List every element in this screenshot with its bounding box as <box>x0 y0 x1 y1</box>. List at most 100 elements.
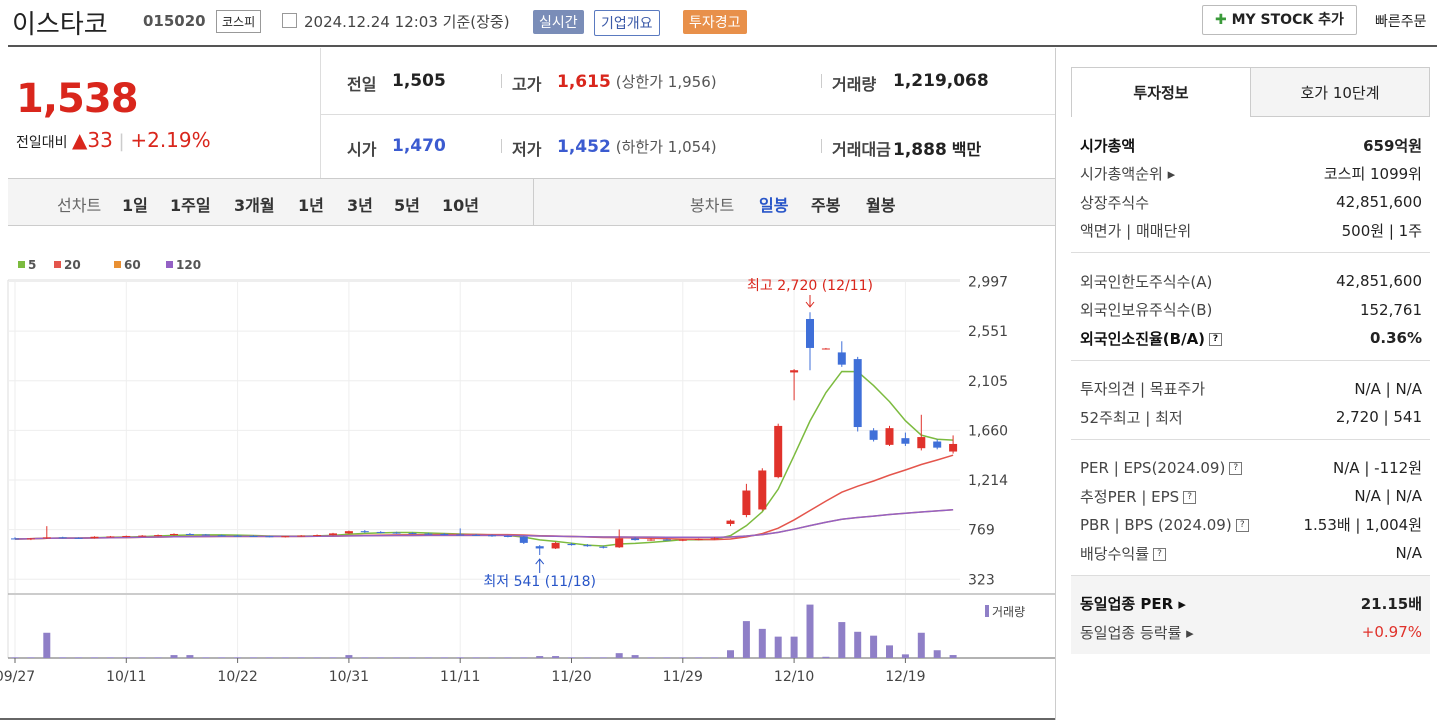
summary-value: 1,888 백만 <box>893 136 981 160</box>
period-tab[interactable]: 3년 <box>347 196 373 215</box>
candle-body <box>313 535 322 537</box>
label-text: 추정PER | EPS <box>1080 487 1180 506</box>
candle-body <box>472 534 481 536</box>
info-tab[interactable]: 투자정보 <box>1072 68 1250 117</box>
candle-body <box>806 318 814 348</box>
label-text: 시가총액 <box>1080 136 1136 155</box>
help-icon[interactable]: ? <box>1209 332 1223 346</box>
candle-body <box>821 348 830 350</box>
moving-average <box>14 454 954 541</box>
volume-bar <box>297 657 305 658</box>
candle-body <box>917 437 926 449</box>
realtime-button[interactable]: 실시간 <box>533 10 584 34</box>
period-tab[interactable]: 1일 <box>122 196 148 215</box>
info-value: 500원 | 1주 <box>1341 222 1422 241</box>
quick-order[interactable]: 빠른주문 <box>1375 14 1427 30</box>
tab-group-label: 봉차트 <box>690 196 735 215</box>
info-row: 외국인보유주식수(B) 152,761 <box>1080 296 1422 325</box>
candle-tab[interactable]: 일봉 <box>759 196 789 215</box>
label-text: 시가총액순위 ▸ <box>1080 165 1176 184</box>
candle-body <box>201 534 210 536</box>
info-value: 659억원 <box>1363 136 1422 155</box>
info-label: PER | EPS(2024.09)? <box>1080 458 1243 477</box>
x-tick-label: 10/22 <box>217 669 257 685</box>
info-value: 코스피 1099위 <box>1323 165 1422 184</box>
info-section: 동일업종 PER ▸ 21.15배 동일업종 등락률 ▸ +0.97% <box>1071 575 1430 654</box>
candle-body <box>599 546 608 548</box>
candle-body <box>551 542 560 549</box>
volume-bar <box>361 657 369 658</box>
info-label: 액면가 | 매매단위 <box>1080 220 1191 241</box>
change-label: 전일대비 <box>16 135 68 151</box>
summary-value: 1,470 <box>392 136 446 156</box>
info-value: N/A <box>1395 544 1422 563</box>
period-tab[interactable]: 1년 <box>298 196 324 215</box>
candle-body <box>710 538 719 540</box>
legend-swatch <box>114 261 121 268</box>
candle-body <box>42 537 51 539</box>
candle-body <box>567 543 576 546</box>
volume-bar <box>615 653 623 658</box>
divider <box>320 48 321 178</box>
panel-divider <box>1055 48 1056 720</box>
moving-average <box>14 370 954 547</box>
market-badge: 코스피 <box>216 10 262 33</box>
timestamp: 2024.12.24 12:03 기준(장중) <box>304 13 510 31</box>
change-value: 33 <box>87 128 113 152</box>
help-icon[interactable]: ? <box>1235 518 1249 532</box>
info-label: 시가총액순위 ▸ <box>1080 163 1175 184</box>
period-tab[interactable]: 1주일 <box>170 196 211 215</box>
label-text: 외국인한도주식수(A) <box>1080 272 1213 291</box>
info-value: 152,761 <box>1359 300 1422 319</box>
volume-bar <box>186 655 194 658</box>
x-tick-label: 10/11 <box>106 669 146 685</box>
divider <box>320 114 1055 115</box>
tab-group-label: 선차트 <box>57 196 102 215</box>
candle-body <box>933 441 942 448</box>
candle-tab[interactable]: 월봉 <box>866 196 896 215</box>
volume-bar <box>647 657 655 658</box>
info-row: 외국인소진율(B/A)? 0.36% <box>1080 324 1422 353</box>
info-label: 외국인보유주식수(B) <box>1080 299 1212 320</box>
info-row: 52주최고 | 최저 2,720 | 541 <box>1080 403 1422 432</box>
summary-label: 시가 <box>347 140 377 159</box>
candle-body <box>297 535 306 537</box>
help-icon[interactable]: ? <box>1153 547 1167 561</box>
warning-button[interactable]: 투자경고 <box>683 10 747 34</box>
company-button[interactable]: 기업개요 <box>594 10 660 36</box>
mystock-button[interactable]: ✚ MY STOCK 추가 <box>1202 5 1357 35</box>
y-tick-label: 2,997 <box>968 274 1008 290</box>
label-text: 상장주식수 <box>1080 193 1150 212</box>
info-value: N/A | -112원 <box>1333 459 1422 478</box>
info-tab[interactable]: 호가 10단계 <box>1250 68 1429 117</box>
help-icon[interactable]: ? <box>1229 461 1243 475</box>
summary-value: 1,505 <box>392 71 446 91</box>
summary-value: 1,219,068 <box>893 71 989 91</box>
candle-body <box>424 533 433 535</box>
period-tab[interactable]: 5년 <box>394 196 420 215</box>
period-tab[interactable]: 3개월 <box>234 196 275 215</box>
help-icon[interactable]: ? <box>1183 490 1197 504</box>
info-value: 42,851,600 <box>1336 193 1422 212</box>
info-label: 외국인소진율(B/A)? <box>1080 328 1223 349</box>
volume-bar <box>917 632 925 658</box>
volume-bar <box>742 621 750 658</box>
period-tab[interactable]: 10년 <box>442 196 479 215</box>
volume-bar <box>949 655 957 658</box>
info-label: PBR | BPS (2024.09)? <box>1080 516 1249 534</box>
volume-bar <box>234 657 242 658</box>
candle-body <box>281 536 290 538</box>
candle-body <box>185 533 194 535</box>
info-value: +0.97% <box>1361 623 1422 642</box>
volume-bar <box>806 604 814 658</box>
candle-body <box>742 490 751 516</box>
candle-tab[interactable]: 주봉 <box>811 196 841 215</box>
label-text: 외국인보유주식수(B) <box>1080 301 1213 320</box>
summary-value: 1,452 (하한가 1,054) <box>557 136 717 157</box>
candle-body <box>249 535 258 537</box>
y-tick-label: 769 <box>968 523 995 539</box>
label-text: PER | EPS(2024.09) <box>1080 458 1226 477</box>
volume-bar <box>822 656 830 658</box>
y-tick-label: 2,105 <box>968 374 1008 390</box>
